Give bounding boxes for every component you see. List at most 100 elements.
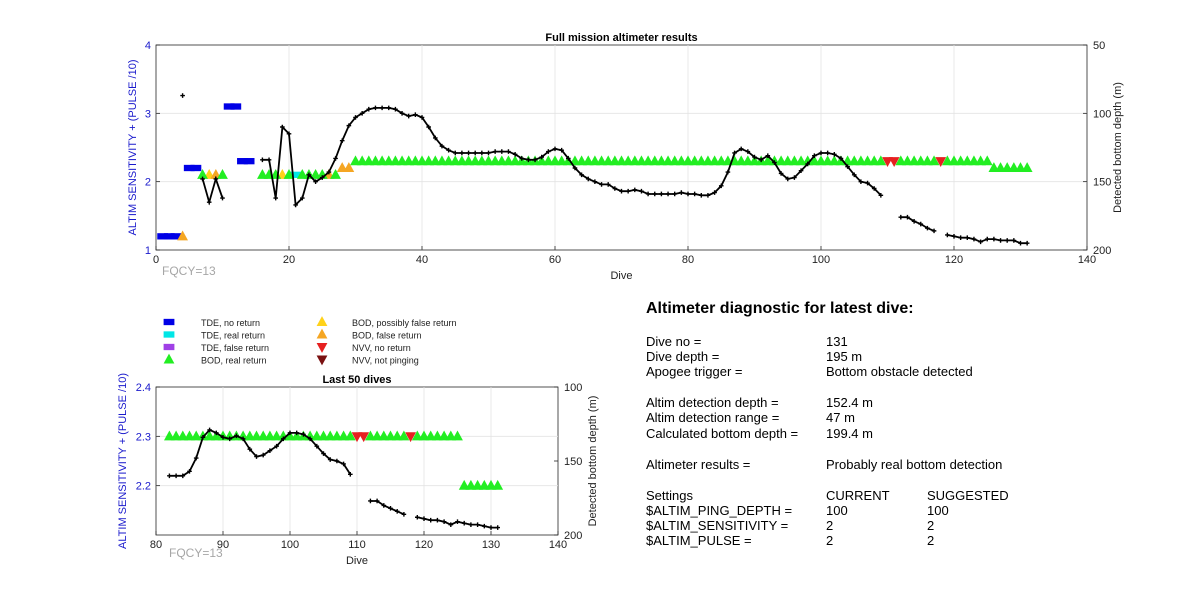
depth-point: [1011, 238, 1017, 243]
depth-point: [998, 238, 1003, 243]
depth-point: [692, 191, 697, 197]
depth-point: [672, 191, 677, 197]
fqcy-annotation: FQCY=13: [162, 264, 216, 278]
depth-point: [559, 147, 564, 153]
depth-point: [379, 105, 385, 111]
depth-point: [286, 131, 292, 137]
legend-label: NVV, not pinging: [352, 356, 419, 366]
depth-point: [327, 457, 333, 462]
depth-point: [428, 517, 433, 523]
depth-point: [293, 202, 298, 208]
depth-point: [699, 193, 704, 198]
depth-point: [984, 236, 990, 242]
depth-point: [712, 190, 717, 195]
marker-bod-real-return: [398, 430, 410, 441]
depth-point: [334, 458, 340, 464]
depth-point: [652, 191, 658, 197]
y2-tick-label: 100: [1093, 108, 1111, 120]
depth-point: [765, 153, 771, 158]
depth-point: [619, 188, 624, 194]
depth-point: [482, 523, 487, 529]
depth-point: [639, 188, 644, 194]
depth-point: [738, 146, 744, 152]
depth-point: [220, 435, 226, 440]
detection-range-label: Altim detection range =: [646, 410, 780, 425]
x-tick-label: 100: [812, 254, 830, 266]
legend-marker: [316, 342, 328, 353]
detection-depth-label: Altim detection depth =: [646, 395, 779, 410]
marker-tde-no-return: [170, 233, 182, 240]
depth-point: [406, 113, 411, 119]
depth-point: [865, 180, 870, 186]
depth-point: [426, 124, 431, 130]
marker-bod-false-return: [343, 162, 355, 173]
depth-point: [386, 105, 392, 111]
y2-tick-label: 200: [564, 530, 582, 542]
depth-point: [526, 157, 531, 163]
legend-marker: [163, 318, 175, 326]
depth-point: [905, 214, 910, 220]
depth-point: [705, 193, 711, 198]
marker-tde-real-return: [290, 171, 302, 178]
depth-point: [419, 115, 425, 120]
legend-marker: [163, 343, 175, 351]
depth-point: [472, 150, 478, 156]
x-axis-label: Dive: [610, 270, 632, 282]
y-tick-label: 2: [145, 177, 151, 189]
depth-point: [368, 498, 373, 504]
depth-point: [393, 106, 398, 112]
depth-point: [612, 186, 618, 191]
depth-point: [301, 432, 306, 437]
depth-point: [206, 199, 212, 205]
depth-point: [180, 93, 185, 98]
x-tick-label: 40: [416, 254, 428, 266]
legend-marker: [316, 355, 328, 366]
depth-point: [280, 124, 285, 130]
depth-point: [266, 157, 272, 163]
marker-tde-no-return: [237, 158, 248, 165]
depth-point: [381, 503, 387, 508]
depth-point: [313, 179, 318, 184]
depth-point: [359, 111, 365, 116]
marker-tde-no-return: [223, 103, 235, 110]
x-tick-label: 0: [153, 254, 159, 266]
depth-point: [341, 461, 346, 467]
y-tick-label: 2.2: [136, 481, 151, 493]
depth-point: [592, 179, 598, 184]
x-tick-label: 140: [1078, 254, 1096, 266]
depth-point: [399, 111, 405, 116]
marker-nvv-no-return: [888, 157, 900, 168]
legend: TDE, no return TDE, real return TDE, false…: [163, 316, 457, 366]
legend-label: NVV, no return: [352, 343, 411, 353]
depth-point: [792, 175, 797, 180]
depth-point: [832, 152, 837, 157]
depth-point: [193, 455, 199, 461]
y2-tick-label: 150: [1093, 177, 1111, 189]
marker-nvv-no-return: [935, 157, 947, 168]
depth-point: [579, 172, 584, 178]
depth-point: [448, 522, 454, 527]
x-tick-label: 140: [549, 539, 567, 551]
depth-point: [951, 234, 957, 239]
y-tick-label: 2.4: [136, 382, 151, 394]
marker-tde-no-return: [230, 103, 242, 110]
marker-bod-false-return: [177, 230, 188, 241]
marker-nvv-no-return: [405, 432, 416, 443]
depth-point: [805, 161, 810, 167]
depth-point: [247, 446, 253, 452]
depth-point: [978, 239, 983, 245]
depth-point: [307, 436, 313, 442]
legend-marker: [316, 316, 328, 327]
depth-point: [745, 149, 751, 154]
depth-point: [546, 149, 551, 154]
detection-depth-value: 152.4 m: [826, 395, 873, 410]
marker-tde-no-return: [243, 158, 255, 165]
depth-point: [273, 195, 278, 201]
depth-point: [971, 236, 977, 242]
marker-bod-real-return: [283, 168, 295, 179]
ping-depth-suggested: 100: [927, 503, 949, 518]
depth-point: [348, 472, 353, 477]
depth-point: [552, 146, 558, 152]
depth-point: [374, 498, 380, 504]
settings-label: Settings: [646, 488, 693, 503]
